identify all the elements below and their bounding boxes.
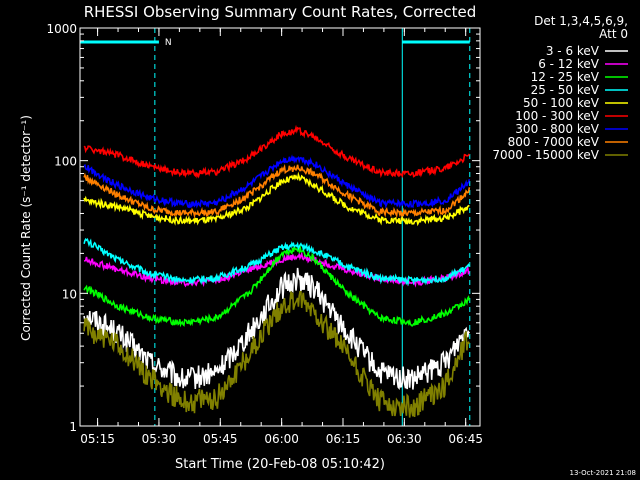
series-line xyxy=(83,171,470,227)
legend-label: 50 - 100 keV xyxy=(523,96,600,110)
chart-title: RHESSI Observing Summary Count Rates, Co… xyxy=(84,3,477,21)
axes-layer: 05:15 05:30 05:45 06:00 06:15 06:30 06:45 1 10 10… xyxy=(46,22,483,446)
legend-label: 6 - 12 keV xyxy=(538,57,600,71)
legend-header-line-1: Det 1,3,4,5,6,9, xyxy=(534,14,628,28)
flag-label: N xyxy=(165,38,172,48)
legend-label: 12 - 25 keV xyxy=(531,70,600,84)
series-line xyxy=(83,267,471,391)
series-line xyxy=(83,124,471,179)
x-tick-label: 06:30 xyxy=(387,432,422,446)
series-line xyxy=(83,237,471,287)
plot-frame xyxy=(79,27,481,427)
legend-label: 100 - 300 keV xyxy=(515,109,599,123)
y-tick-label: 100 xyxy=(54,155,77,169)
legend-label: 7000 - 15000 keV xyxy=(492,148,599,162)
series-line xyxy=(83,163,471,219)
y-tick-label: 1 xyxy=(69,420,77,434)
y-tick-label: 1000 xyxy=(46,22,77,36)
series-line xyxy=(83,290,471,418)
series-layer xyxy=(83,124,471,418)
footer-timestamp: 13-Oct-2021 21:08 xyxy=(570,469,636,477)
x-tick-label: 05:15 xyxy=(80,432,115,446)
legend-label: 800 - 7000 keV xyxy=(508,135,600,149)
legend-header-line-2: Att 0 xyxy=(599,27,628,41)
y-axis-label: Corrected Count Rate (s⁻¹ detector⁻¹) xyxy=(19,115,33,341)
series-line xyxy=(83,244,471,328)
legend-label: 300 - 800 keV xyxy=(515,122,599,136)
legend-label: 25 - 50 keV xyxy=(531,83,600,97)
legend-label: 3 - 6 keV xyxy=(546,44,600,58)
x-tick-label: 06:45 xyxy=(448,432,483,446)
x-tick-label: 06:00 xyxy=(264,432,299,446)
x-axis-label: Start Time (20-Feb-08 05:10:42) xyxy=(175,457,385,472)
series-line xyxy=(83,154,471,209)
x-tick-label: 05:45 xyxy=(203,432,238,446)
x-tick-label: 06:15 xyxy=(326,432,361,446)
x-tick-label: 05:30 xyxy=(142,432,177,446)
y-tick-label: 10 xyxy=(62,287,77,301)
